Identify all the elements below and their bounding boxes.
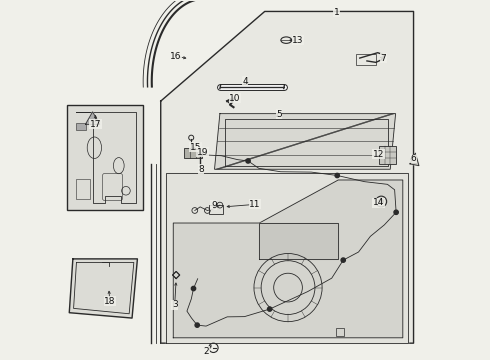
Polygon shape xyxy=(85,112,100,125)
Bar xyxy=(68,105,143,211)
Polygon shape xyxy=(161,12,414,343)
Text: 3: 3 xyxy=(172,300,177,309)
Text: 18: 18 xyxy=(104,297,116,306)
Text: 17: 17 xyxy=(90,120,101,129)
Text: 6: 6 xyxy=(411,154,416,163)
Circle shape xyxy=(378,199,384,204)
Text: 7: 7 xyxy=(381,54,386,63)
Polygon shape xyxy=(215,114,395,169)
Text: 13: 13 xyxy=(293,36,304,45)
Text: 8: 8 xyxy=(198,165,204,174)
Text: 2: 2 xyxy=(204,347,209,356)
Text: 1: 1 xyxy=(334,8,339,17)
Polygon shape xyxy=(69,259,137,318)
Polygon shape xyxy=(173,180,403,338)
Text: 12: 12 xyxy=(373,150,384,159)
Text: 5: 5 xyxy=(276,110,282,119)
Circle shape xyxy=(335,173,340,177)
Polygon shape xyxy=(166,173,408,343)
Bar xyxy=(379,146,395,164)
Text: 14: 14 xyxy=(373,198,384,207)
Circle shape xyxy=(192,286,196,291)
Text: 16: 16 xyxy=(170,52,181,61)
Circle shape xyxy=(246,159,250,163)
Text: 15: 15 xyxy=(190,143,201,152)
Bar xyxy=(184,148,202,158)
Circle shape xyxy=(197,151,203,156)
Bar xyxy=(76,179,90,199)
Text: 11: 11 xyxy=(249,200,261,209)
Circle shape xyxy=(268,307,272,311)
Polygon shape xyxy=(410,153,419,166)
Circle shape xyxy=(394,210,398,215)
Polygon shape xyxy=(259,223,338,259)
Text: 4: 4 xyxy=(242,77,248,86)
Circle shape xyxy=(197,152,201,157)
Circle shape xyxy=(341,258,345,262)
Bar xyxy=(76,123,86,130)
Text: 10: 10 xyxy=(229,94,241,103)
Circle shape xyxy=(195,323,199,327)
Bar xyxy=(337,328,344,336)
Bar xyxy=(209,205,223,214)
Text: 9: 9 xyxy=(211,201,217,210)
Text: 19: 19 xyxy=(197,148,208,157)
Bar xyxy=(356,54,376,65)
